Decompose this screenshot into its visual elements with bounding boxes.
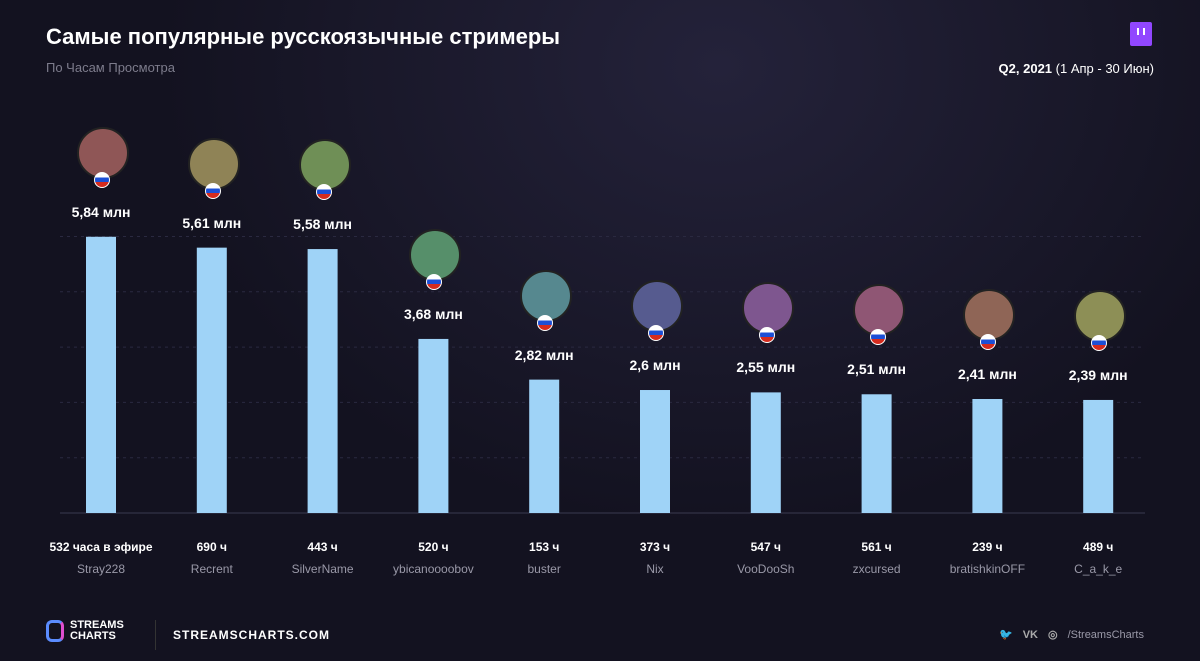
- bar-SilverName: [307, 249, 338, 514]
- russia-flag-icon: [648, 325, 664, 342]
- avatar: [852, 284, 905, 337]
- hours-label: 443 ч: [307, 540, 338, 554]
- vk-icon[interactable]: VK: [1022, 629, 1038, 641]
- value-label: 2,51 млн: [847, 361, 907, 378]
- value-label: 3,68 млн: [403, 305, 463, 322]
- russia-flag-icon: [1091, 334, 1108, 351]
- hours-label: 153 ч: [529, 540, 560, 554]
- russia-flag-icon: [426, 273, 443, 290]
- bar-Stray228: [86, 236, 116, 513]
- hours-label: 532 часа в эфире: [49, 540, 153, 554]
- value-label: 2,6 млн: [629, 357, 681, 374]
- bar-zxcursed: [861, 394, 892, 513]
- avatar: [741, 282, 794, 335]
- streamer-name: Nix: [646, 562, 664, 576]
- avatar: [520, 269, 573, 322]
- twitter-icon[interactable]: 🐦: [998, 629, 1013, 641]
- avatar: [409, 228, 462, 281]
- bar-VooDooSh: [750, 392, 781, 513]
- avatar: [187, 137, 240, 190]
- streamer-name: Stray228: [76, 562, 126, 576]
- avatar: [631, 280, 683, 333]
- footer-divider: [155, 620, 156, 650]
- bar-C_a_k_e: [1083, 399, 1114, 513]
- streamer-name: bratishkinOFF: [949, 562, 1026, 576]
- russia-flag-icon: [758, 327, 775, 344]
- value-label: 2,39 млн: [1068, 366, 1128, 383]
- value-label: 2,41 млн: [957, 366, 1017, 382]
- hours-label: 561 ч: [861, 540, 892, 554]
- chart-subtitle: По Часам Просмотра: [46, 60, 175, 75]
- hours-label: 373 ч: [639, 540, 671, 554]
- social-links: 🐦 VK ◎ /StreamsCharts: [999, 628, 1154, 641]
- hours-label: 690 ч: [196, 540, 227, 554]
- hours-label: 489 ч: [1083, 540, 1114, 554]
- russia-flag-icon: [315, 184, 332, 201]
- value-label: 2,55 млн: [736, 359, 796, 376]
- avatar: [77, 126, 129, 179]
- bar-ybicanoooobov: [418, 338, 449, 513]
- hours-label: 239 ч: [972, 540, 1003, 554]
- streamer-name: C_a_k_e: [1074, 562, 1123, 576]
- value-label: 5,58 млн: [293, 216, 353, 233]
- russia-flag-icon: [94, 171, 110, 188]
- period-quarter: Q2, 2021: [998, 61, 1053, 76]
- russia-flag-icon: [869, 329, 886, 346]
- value-label: 2,82 млн: [514, 346, 574, 363]
- hours-label: 547 ч: [750, 540, 781, 554]
- period: Q2, 2021 (1 Апр - 30 Июн): [999, 61, 1154, 76]
- avatar: [1074, 289, 1127, 342]
- chart-title: Самые популярные русскоязычные стримеры: [46, 24, 561, 49]
- streamscharts-logo: STREAMS CHARTS: [46, 620, 130, 642]
- social-handle[interactable]: /StreamsCharts: [1067, 629, 1144, 641]
- value-label: 5,84 млн: [71, 203, 131, 220]
- site-link[interactable]: STREAMSCHARTS.COM: [173, 628, 330, 642]
- period-range: (1 Апр - 30 Июн): [1052, 61, 1154, 76]
- russia-flag-icon: [980, 334, 997, 350]
- twitch-icon: [1130, 22, 1152, 46]
- streamer-name: VooDooSh: [737, 562, 795, 576]
- bar-buster: [529, 379, 560, 513]
- streamer-name: SilverName: [291, 562, 354, 576]
- avatar: [963, 289, 1016, 341]
- russia-flag-icon: [204, 182, 221, 199]
- streamer-name: Recrent: [190, 562, 233, 576]
- instagram-icon[interactable]: ◎: [1047, 629, 1058, 641]
- bar-Nix: [640, 390, 670, 513]
- bar-bratishkinOFF: [972, 399, 1003, 513]
- streamer-name: zxcursed: [852, 562, 901, 576]
- russia-flag-icon: [537, 314, 554, 331]
- streamer-name: buster: [527, 562, 561, 576]
- hours-label: 520 ч: [418, 540, 449, 554]
- bar-Recrent: [196, 247, 227, 513]
- streamer-name: ybicanoooobov: [393, 562, 474, 576]
- value-label: 5,61 млн: [182, 214, 242, 231]
